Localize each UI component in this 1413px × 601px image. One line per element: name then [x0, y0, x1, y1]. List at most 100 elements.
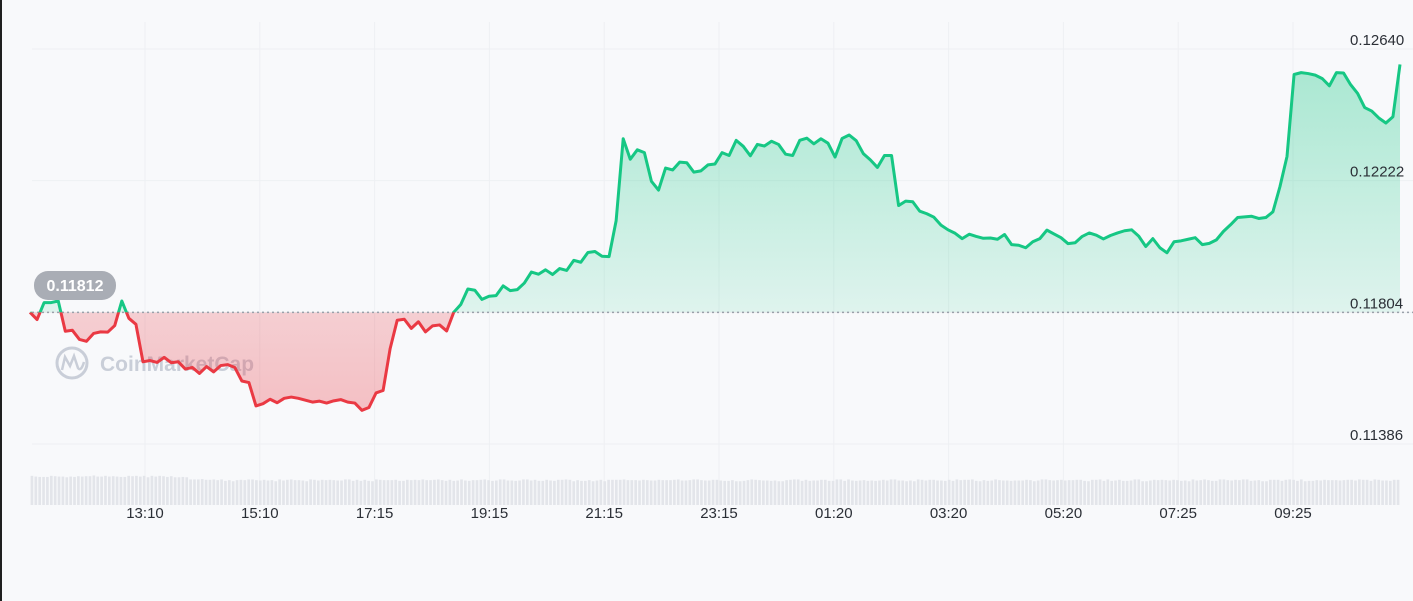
volume-bar: [990, 480, 994, 505]
volume-bar: [1137, 479, 1141, 505]
volume-bar: [475, 480, 479, 505]
volume-bar: [1292, 479, 1295, 505]
volume-bar: [487, 480, 490, 505]
volume-bar: [1265, 481, 1268, 505]
volume-bar: [1222, 479, 1226, 505]
volume-bar: [347, 479, 351, 505]
volume-bar: [696, 479, 699, 505]
volume-bar: [266, 480, 270, 505]
volume-bar: [166, 476, 169, 505]
volume-bar: [1168, 480, 1172, 505]
volume-bar: [1319, 480, 1322, 505]
volume-bar: [127, 475, 131, 505]
volume-bar: [541, 480, 545, 505]
volume-bar: [138, 476, 142, 505]
volume-bar: [932, 479, 935, 505]
volume-bar: [1338, 480, 1342, 505]
volume-bar: [715, 479, 719, 505]
volume-bar: [1388, 480, 1392, 505]
volume-bar: [762, 480, 765, 505]
volume-bar: [1342, 480, 1346, 505]
volume-bar: [197, 479, 200, 505]
price-line: [28, 64, 1402, 412]
volume-bar: [1005, 480, 1009, 505]
volume-bar: [1315, 480, 1319, 505]
volume-bar: [967, 479, 970, 505]
volume-bar: [289, 479, 293, 505]
volume-bar: [595, 480, 599, 505]
volume-bar: [1121, 480, 1125, 505]
volume-bar: [1125, 480, 1129, 505]
volume-bar: [1280, 480, 1284, 505]
volume-bar: [92, 475, 96, 505]
volume-bar: [808, 480, 812, 505]
volume-bar: [452, 480, 456, 505]
volume-bar: [916, 479, 920, 505]
volume-bar: [618, 479, 622, 505]
volume-bar: [1323, 479, 1326, 505]
volume-bar: [866, 480, 870, 505]
volume-bar: [115, 476, 119, 505]
volume-bar: [1149, 480, 1152, 505]
volume-bar: [460, 479, 463, 505]
volume-bar: [1013, 480, 1017, 505]
volume-bar: [936, 480, 939, 505]
reference-price-bubble: 0.11812: [34, 271, 116, 300]
volume-bar: [785, 480, 788, 505]
volume-bar: [1098, 479, 1102, 505]
volume-bar: [549, 480, 552, 505]
volume-bar: [924, 480, 928, 505]
volume-bar: [448, 479, 452, 505]
volume-bar: [131, 476, 134, 505]
volume-bar: [533, 479, 537, 505]
volume-bar: [38, 476, 42, 505]
volume-bar: [158, 475, 161, 505]
volume-bar: [742, 480, 746, 505]
volume-bar: [901, 480, 905, 505]
x-tick-label: 01:20: [815, 505, 853, 522]
coinmarketcap-logo-mark: [60, 352, 86, 371]
volume-bar: [1094, 479, 1098, 505]
volume-bar: [947, 479, 951, 505]
volume-bar: [796, 479, 800, 505]
volume-bar: [1358, 479, 1361, 505]
volume-bar: [69, 476, 72, 505]
volume-bar: [765, 480, 769, 505]
volume-bar: [1299, 479, 1303, 505]
volume-bar: [1307, 480, 1311, 505]
volume-bar: [1288, 479, 1292, 505]
volume-bar: [1234, 479, 1237, 505]
area-fills: [30, 64, 1400, 411]
volume-bar: [1210, 480, 1214, 505]
volume-bar: [193, 479, 196, 505]
volume-bar: [1354, 480, 1357, 505]
volume-bar: [564, 479, 568, 505]
x-tick-label: 17:15: [356, 505, 394, 522]
volume-bar: [959, 480, 963, 505]
volume-bar: [607, 479, 610, 505]
volume-bar: [572, 481, 576, 505]
volume-bar: [1063, 480, 1067, 505]
x-tick-label: 05:20: [1045, 505, 1083, 522]
volume-bar: [1164, 480, 1168, 505]
volume-bar: [889, 479, 893, 505]
volume-bar: [1303, 481, 1307, 505]
volume-bar: [154, 476, 158, 505]
volume-bar: [568, 479, 572, 505]
volume-bar: [282, 480, 285, 505]
volume-bar: [1226, 480, 1230, 505]
volume-bar: [1365, 479, 1369, 505]
volume-bar: [754, 479, 757, 505]
volume-bar: [1253, 480, 1257, 505]
volume-bar: [84, 476, 88, 505]
volume-bar: [243, 480, 247, 505]
volume-bar: [1129, 480, 1133, 505]
volume-bar: [835, 479, 839, 505]
volume-bar: [247, 479, 250, 505]
volume-bar: [274, 481, 278, 505]
volume-bar: [1392, 479, 1396, 505]
volume-bar: [1327, 480, 1330, 505]
volume-bar: [510, 480, 514, 505]
volume-bar: [359, 480, 363, 505]
volume-bar: [375, 479, 378, 505]
